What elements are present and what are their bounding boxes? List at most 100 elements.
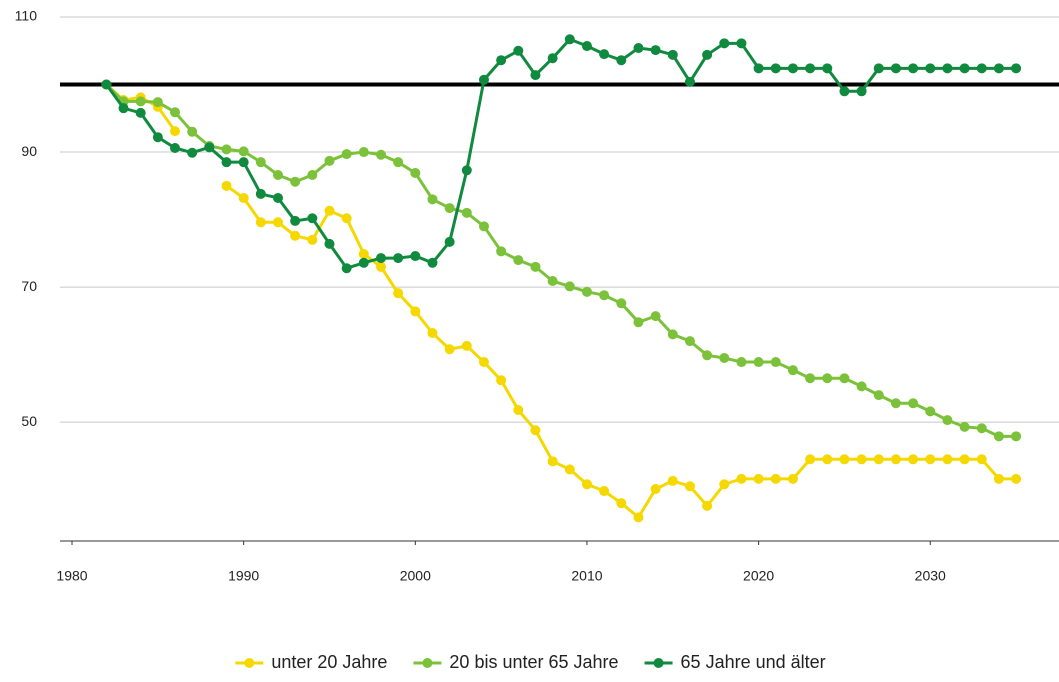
point <box>925 406 936 417</box>
point <box>513 255 524 266</box>
point <box>959 63 970 74</box>
point <box>152 132 163 143</box>
point <box>135 107 146 118</box>
point <box>341 263 352 274</box>
x-tick-label: 2000 <box>400 568 431 584</box>
point <box>925 454 936 465</box>
point <box>650 45 661 56</box>
point <box>959 421 970 432</box>
legend-label: 65 Jahre und älter <box>681 652 826 672</box>
point <box>170 126 181 137</box>
point <box>221 144 232 155</box>
point <box>530 425 541 436</box>
point <box>564 281 575 292</box>
point <box>204 142 215 153</box>
point <box>1011 473 1022 484</box>
point <box>187 126 198 137</box>
point <box>890 454 901 465</box>
point <box>496 55 507 66</box>
point <box>461 340 472 351</box>
point <box>547 53 558 64</box>
point <box>375 149 386 160</box>
x-tick-label: 1980 <box>56 568 87 584</box>
point <box>307 234 318 245</box>
point <box>461 207 472 218</box>
point <box>599 49 610 60</box>
point <box>410 251 421 262</box>
point <box>822 63 833 74</box>
point <box>170 143 181 153</box>
y-tick-label: 110 <box>15 8 38 24</box>
point <box>753 473 764 484</box>
point <box>324 238 335 249</box>
point <box>787 473 798 484</box>
point <box>272 170 283 181</box>
point <box>787 63 798 74</box>
point <box>290 176 301 187</box>
point <box>358 257 369 268</box>
point <box>221 180 232 191</box>
point <box>839 86 850 97</box>
point <box>822 373 833 384</box>
point <box>564 464 575 475</box>
point <box>616 498 627 509</box>
point <box>393 288 404 299</box>
point <box>684 481 695 492</box>
point <box>667 329 678 340</box>
x-tick-label: 1990 <box>228 568 259 584</box>
point <box>633 43 644 54</box>
point <box>358 147 369 158</box>
point <box>135 96 146 107</box>
point <box>581 479 592 490</box>
point <box>238 157 249 168</box>
legend-swatch <box>653 658 664 668</box>
point <box>633 317 644 328</box>
point <box>255 188 266 199</box>
point <box>564 34 575 45</box>
point <box>547 456 558 467</box>
point <box>324 205 335 216</box>
point <box>427 328 438 339</box>
point <box>547 276 558 287</box>
point <box>272 192 283 203</box>
point <box>993 431 1004 442</box>
point <box>839 454 850 465</box>
point <box>702 500 713 511</box>
point <box>667 475 678 486</box>
point <box>307 170 318 181</box>
series-line <box>105 83 1017 438</box>
point <box>530 261 541 272</box>
x-tick-label: 2020 <box>743 568 774 584</box>
point <box>667 49 678 60</box>
point <box>444 236 455 247</box>
point <box>272 217 283 228</box>
legend-swatch <box>422 658 433 668</box>
point <box>393 253 404 264</box>
point <box>341 149 352 160</box>
point <box>187 147 198 158</box>
point <box>805 454 816 465</box>
point <box>358 249 369 260</box>
point <box>839 373 850 384</box>
point <box>444 344 455 355</box>
point <box>822 454 833 465</box>
point <box>684 336 695 347</box>
y-tick-label: 90 <box>21 143 37 159</box>
point <box>1011 431 1022 442</box>
point <box>101 79 112 90</box>
point <box>942 415 953 426</box>
legend-label: 20 bis unter 65 Jahre <box>449 652 618 672</box>
point <box>719 479 730 490</box>
point <box>513 405 524 415</box>
point <box>753 63 764 74</box>
point <box>908 63 919 74</box>
point <box>873 63 884 74</box>
point <box>976 63 987 74</box>
point <box>856 86 867 97</box>
point <box>410 167 421 178</box>
point <box>702 49 713 60</box>
point <box>805 63 816 74</box>
point <box>873 454 884 465</box>
point <box>770 473 781 484</box>
